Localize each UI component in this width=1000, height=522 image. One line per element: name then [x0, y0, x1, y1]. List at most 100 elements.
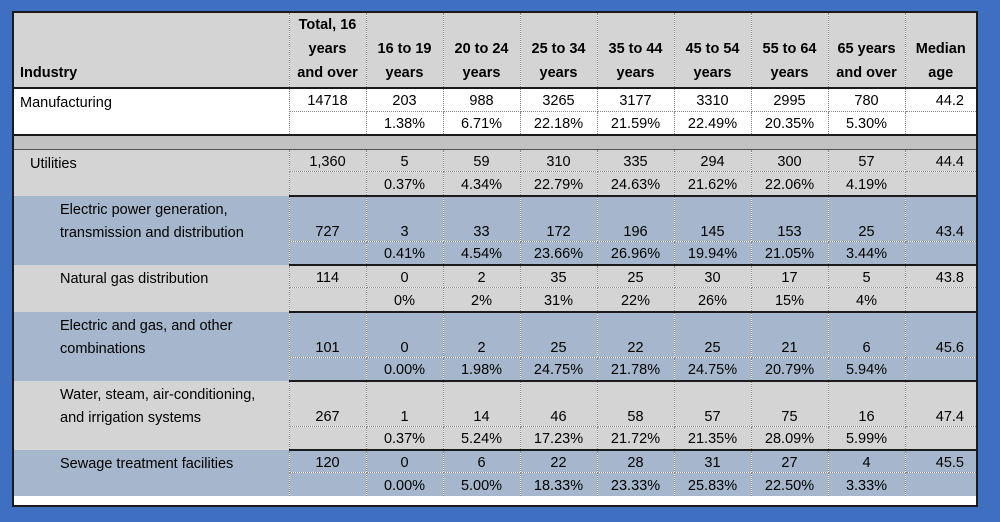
- cell-value: 57: [828, 149, 906, 172]
- table-row-sewage-pct: 0.00% 5.00% 18.33% 23.33% 25.83% 22.50% …: [14, 472, 976, 496]
- cell-value: 33: [443, 195, 521, 242]
- cell-pct: 26.96%: [597, 241, 675, 266]
- cell-empty: [289, 426, 367, 451]
- industry-label-water-steam: Water, steam, air-conditioning, and irri…: [14, 380, 290, 450]
- col-header-45-54: 45 to 54 years: [674, 13, 752, 89]
- cell-pct: 19.94%: [674, 241, 752, 266]
- employment-by-age-table-frame: Industry Total, 16 years and over 16 to …: [12, 11, 978, 507]
- cell-value: 3310: [674, 88, 752, 112]
- cell-value: 75: [751, 380, 829, 427]
- cell-pct: 23.66%: [520, 241, 598, 266]
- cell-pct: 0.37%: [366, 171, 444, 197]
- cell-pct: 20.79%: [751, 357, 829, 382]
- cell-pct: 24.75%: [674, 357, 752, 382]
- cell-pct: 21.05%: [751, 241, 829, 266]
- industry-label-line: combinations: [60, 340, 146, 357]
- cell-pct: 3.33%: [828, 472, 906, 496]
- cell-value: 2: [443, 264, 521, 288]
- cell-empty: [905, 472, 976, 496]
- cell-value: 300: [751, 149, 829, 172]
- cell-pct: 4%: [828, 287, 906, 313]
- industry-label-line: and irrigation systems: [60, 409, 202, 426]
- table-row-electric-power: Electric power generation, transmission …: [14, 195, 976, 265]
- cell-pct: 5.24%: [443, 426, 521, 451]
- cell-pct: 24.75%: [520, 357, 598, 382]
- cell-total: 114: [289, 264, 367, 288]
- cell-value: 196: [597, 195, 675, 242]
- cell-pct: 4.19%: [828, 171, 906, 197]
- cell-value: 2: [443, 311, 521, 358]
- cell-value: 59: [443, 149, 521, 172]
- cell-empty: [289, 241, 367, 266]
- cell-pct: 18.33%: [520, 472, 598, 496]
- industry-label-electric-gas: Electric and gas, and other combinations: [14, 311, 290, 381]
- industry-label-line: Electric power generation,: [60, 201, 228, 218]
- cell-value: 172: [520, 195, 598, 242]
- col-header-65-over: 65 years and over: [828, 13, 906, 89]
- cell-empty: [289, 357, 367, 382]
- cell-value: 0: [366, 264, 444, 288]
- employment-by-age-table: Industry Total, 16 years and over 16 to …: [14, 13, 976, 496]
- cell-pct: 3.44%: [828, 241, 906, 266]
- cell-pct: 22%: [597, 287, 675, 313]
- cell-empty: [905, 426, 976, 451]
- col-header-35-44: 35 to 44 years: [597, 13, 675, 89]
- table-row-electric-power-pct: 0.41% 4.54% 23.66% 26.96% 19.94% 21.05% …: [14, 241, 976, 266]
- col-header-industry: Industry: [14, 13, 290, 89]
- cell-total: 267: [289, 380, 367, 427]
- industry-label-line: Water, steam, air-conditioning,: [60, 386, 256, 403]
- cell-value: 22: [597, 311, 675, 358]
- cell-value: 0: [366, 449, 444, 473]
- cell-empty: [289, 111, 367, 135]
- table-row-water-steam-pct: 0.37% 5.24% 17.23% 21.72% 21.35% 28.09% …: [14, 426, 976, 451]
- cell-pct: 0.41%: [366, 241, 444, 266]
- col-header-20-24: 20 to 24 years: [443, 13, 521, 89]
- cell-pct: 31%: [520, 287, 598, 313]
- table-row-water-steam: Water, steam, air-conditioning, and irri…: [14, 380, 976, 450]
- cell-median-age: 44.4: [905, 149, 976, 172]
- cell-pct: 0.37%: [366, 426, 444, 451]
- table-row-electric-gas-pct: 0.00% 1.98% 24.75% 21.78% 24.75% 20.79% …: [14, 357, 976, 382]
- table-row-manufacturing-pct: 1.38% 6.71% 22.18% 21.59% 22.49% 20.35% …: [14, 111, 976, 135]
- cell-pct: 4.34%: [443, 171, 521, 197]
- cell-pct: 21.59%: [597, 111, 675, 135]
- section-separator: [14, 134, 976, 150]
- cell-value: 145: [674, 195, 752, 242]
- cell-value: 14: [443, 380, 521, 427]
- industry-label-natural-gas: Natural gas distribution: [14, 264, 290, 312]
- cell-pct: 21.35%: [674, 426, 752, 451]
- cell-value: 203: [366, 88, 444, 112]
- cell-value: 1: [366, 380, 444, 427]
- cell-empty: [289, 472, 367, 496]
- industry-label-line: Electric and gas, and other: [60, 317, 233, 334]
- cell-value: 16: [828, 380, 906, 427]
- table-row-utilities-pct: 0.37% 4.34% 22.79% 24.63% 21.62% 22.06% …: [14, 171, 976, 197]
- cell-pct: 2%: [443, 287, 521, 313]
- col-header-25-34: 25 to 34 years: [520, 13, 598, 89]
- industry-label-manufacturing: Manufacturing: [14, 88, 290, 135]
- cell-value: 30: [674, 264, 752, 288]
- cell-value: 6: [443, 449, 521, 473]
- cell-pct: 22.50%: [751, 472, 829, 496]
- cell-value: 21: [751, 311, 829, 358]
- cell-median-age: 43.4: [905, 195, 976, 242]
- cell-pct: 28.09%: [751, 426, 829, 451]
- cell-total: 14718: [289, 88, 367, 112]
- table-row-electric-gas: Electric and gas, and other combinations…: [14, 311, 976, 381]
- cell-pct: 22.79%: [520, 171, 598, 197]
- cell-value: 58: [597, 380, 675, 427]
- cell-value: 5: [828, 264, 906, 288]
- cell-empty: [905, 357, 976, 382]
- cell-empty: [905, 111, 976, 135]
- cell-value: 335: [597, 149, 675, 172]
- cell-pct: 25.83%: [674, 472, 752, 496]
- cell-value: 31: [674, 449, 752, 473]
- cell-median-age: 45.5: [905, 449, 976, 473]
- cell-pct: 5.94%: [828, 357, 906, 382]
- cell-pct: 1.98%: [443, 357, 521, 382]
- cell-pct: 26%: [674, 287, 752, 313]
- cell-pct: 5.00%: [443, 472, 521, 496]
- cell-value: 3: [366, 195, 444, 242]
- cell-value: 6: [828, 311, 906, 358]
- cell-median-age: 47.4: [905, 380, 976, 427]
